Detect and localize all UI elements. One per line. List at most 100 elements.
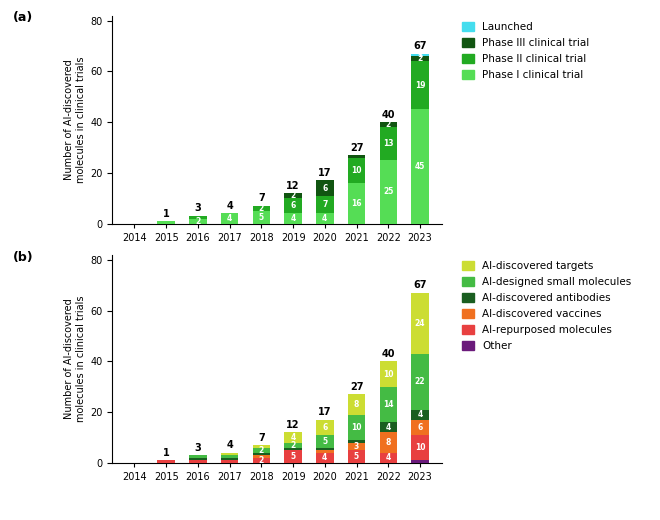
Text: 40: 40 xyxy=(381,349,395,359)
Bar xyxy=(316,420,333,435)
Bar xyxy=(348,183,365,224)
Bar xyxy=(284,198,302,213)
Text: 10: 10 xyxy=(351,423,362,432)
Text: 1: 1 xyxy=(418,52,422,58)
Text: 3: 3 xyxy=(195,203,201,213)
Bar xyxy=(253,452,270,455)
Bar xyxy=(411,420,429,435)
Bar xyxy=(316,196,333,213)
Text: 4: 4 xyxy=(385,453,391,462)
Bar xyxy=(316,180,333,196)
Text: 12: 12 xyxy=(286,180,300,191)
Text: 17: 17 xyxy=(318,407,331,417)
Bar xyxy=(221,458,238,460)
Bar xyxy=(411,54,429,56)
Bar xyxy=(379,432,397,452)
Text: 17: 17 xyxy=(318,168,331,178)
Text: 4: 4 xyxy=(417,410,422,419)
Text: 2: 2 xyxy=(259,456,264,465)
Bar xyxy=(348,414,365,440)
Text: 45: 45 xyxy=(414,162,425,171)
Text: 8: 8 xyxy=(354,400,359,409)
Text: 7: 7 xyxy=(258,193,265,203)
Bar xyxy=(379,160,397,224)
Bar xyxy=(284,443,302,448)
Bar xyxy=(284,450,302,463)
Text: 5: 5 xyxy=(259,213,264,222)
Bar xyxy=(253,206,270,211)
Text: 2: 2 xyxy=(259,446,264,454)
Bar xyxy=(411,293,429,354)
Text: 4: 4 xyxy=(290,433,296,442)
Text: 8: 8 xyxy=(385,438,391,447)
Text: 2: 2 xyxy=(259,204,264,213)
Text: 7: 7 xyxy=(258,433,265,443)
Bar xyxy=(411,61,429,109)
Text: 2: 2 xyxy=(417,54,422,63)
Bar xyxy=(221,213,238,224)
Bar xyxy=(284,213,302,224)
Bar xyxy=(189,460,207,463)
Text: 67: 67 xyxy=(413,41,427,51)
Text: 6: 6 xyxy=(322,423,327,432)
Text: 40: 40 xyxy=(381,110,395,120)
Bar xyxy=(379,122,397,127)
Legend: AI-discovered targets, AI-designed small molecules, AI-discovered antibodies, AI: AI-discovered targets, AI-designed small… xyxy=(461,260,633,352)
Bar xyxy=(316,450,333,452)
Text: 2: 2 xyxy=(290,440,296,450)
Text: 1: 1 xyxy=(163,448,170,458)
Text: 10: 10 xyxy=(414,443,425,452)
Text: 4: 4 xyxy=(322,214,327,223)
Text: 4: 4 xyxy=(290,214,296,223)
Bar xyxy=(189,458,207,460)
Text: 4: 4 xyxy=(322,453,327,462)
Bar xyxy=(348,158,365,183)
Text: 67: 67 xyxy=(413,280,427,290)
Text: 27: 27 xyxy=(350,142,363,152)
Text: 5: 5 xyxy=(290,452,296,461)
Text: 4: 4 xyxy=(227,214,232,223)
Text: 16: 16 xyxy=(351,199,362,208)
Text: 24: 24 xyxy=(414,319,425,328)
Bar xyxy=(379,452,397,463)
Bar xyxy=(316,452,333,463)
Bar xyxy=(221,455,238,458)
Text: 10: 10 xyxy=(351,166,362,175)
Bar xyxy=(411,435,429,460)
Bar xyxy=(379,422,397,432)
Text: 4: 4 xyxy=(226,440,233,450)
Text: 2: 2 xyxy=(385,120,391,129)
Text: 4: 4 xyxy=(226,201,233,211)
Text: 19: 19 xyxy=(414,81,425,90)
Bar xyxy=(316,448,333,450)
Text: 3: 3 xyxy=(354,442,359,451)
Text: 3: 3 xyxy=(195,443,201,452)
Bar xyxy=(379,361,397,387)
Bar xyxy=(253,455,270,458)
Bar xyxy=(158,221,175,224)
Bar xyxy=(189,216,207,218)
Bar xyxy=(348,394,365,414)
Bar xyxy=(253,448,270,452)
Bar xyxy=(221,452,238,455)
Bar xyxy=(189,455,207,458)
Bar xyxy=(379,127,397,160)
Bar xyxy=(348,443,365,450)
Bar xyxy=(284,193,302,198)
Text: 27: 27 xyxy=(350,382,363,392)
Text: (b): (b) xyxy=(13,251,34,264)
Bar xyxy=(253,211,270,224)
Bar xyxy=(221,460,238,463)
Text: 13: 13 xyxy=(383,139,393,148)
Text: 6: 6 xyxy=(290,201,296,211)
Bar xyxy=(284,432,302,443)
Y-axis label: Number of AI-discovered
molecules in clinical trials: Number of AI-discovered molecules in cli… xyxy=(64,56,86,183)
Text: 14: 14 xyxy=(383,400,393,409)
Bar xyxy=(411,109,429,224)
Text: 22: 22 xyxy=(414,377,425,386)
Bar xyxy=(411,410,429,420)
Bar xyxy=(411,56,429,61)
Text: 6: 6 xyxy=(417,423,422,432)
Legend: Launched, Phase III clinical trial, Phase II clinical trial, Phase I clinical tr: Launched, Phase III clinical trial, Phas… xyxy=(461,21,591,81)
Bar xyxy=(348,155,365,158)
